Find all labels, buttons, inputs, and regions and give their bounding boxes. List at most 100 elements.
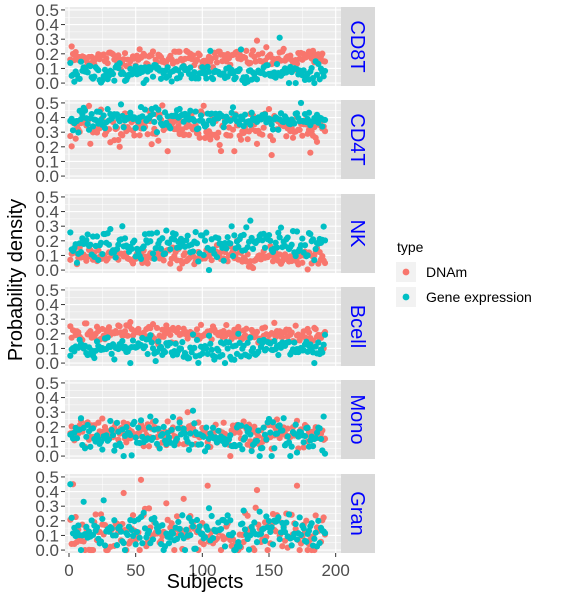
data-point [153, 324, 161, 332]
data-point [128, 452, 135, 459]
data-point [203, 424, 210, 431]
data-point [293, 449, 301, 456]
data-point [239, 446, 246, 453]
data-point [147, 413, 154, 420]
data-point [224, 345, 231, 352]
data-point [228, 223, 235, 230]
y-tick-label: 0.0 [35, 74, 59, 93]
data-point [175, 324, 182, 332]
data-point [141, 343, 149, 350]
data-point [115, 136, 122, 144]
data-point [149, 48, 157, 55]
data-point [241, 526, 249, 533]
data-point [312, 245, 319, 253]
data-point [207, 340, 214, 347]
data-point [265, 105, 273, 113]
data-point [121, 235, 129, 242]
data-point [225, 339, 233, 346]
data-point [213, 134, 221, 141]
data-point [91, 73, 98, 80]
data-point [319, 349, 326, 356]
data-point [77, 415, 85, 422]
data-point [315, 339, 322, 346]
data-point [105, 436, 113, 443]
data-point [292, 520, 299, 528]
data-point [248, 447, 255, 455]
data-point [85, 102, 93, 109]
data-point [205, 266, 213, 274]
data-point [113, 111, 121, 118]
data-point [148, 339, 155, 346]
data-point [81, 107, 89, 114]
data-point [200, 433, 207, 440]
data-point [93, 524, 101, 531]
y-tick-label: 0.0 [35, 354, 59, 373]
data-point [235, 330, 242, 337]
data-point [165, 540, 173, 547]
data-point [227, 452, 234, 460]
data-point [217, 546, 225, 554]
data-point [315, 60, 322, 68]
data-point [159, 235, 166, 242]
y-tick-label: 0.4 [35, 483, 59, 502]
data-point [188, 518, 195, 525]
data-point [213, 254, 221, 261]
data-point [87, 443, 94, 450]
data-point [247, 59, 254, 67]
data-point [185, 131, 193, 138]
data-point [312, 512, 319, 519]
y-tick-label: 0.1 [35, 339, 59, 358]
data-point [200, 252, 207, 259]
y-tick-label: 0.0 [35, 261, 59, 280]
data-point [272, 74, 279, 81]
strip-label: NK [346, 220, 368, 248]
data-point [253, 437, 261, 445]
y-tick-label: 0.1 [35, 526, 59, 545]
data-point [185, 355, 193, 362]
data-point [201, 237, 209, 244]
data-point [272, 528, 279, 535]
data-point [272, 239, 279, 246]
data-point [145, 527, 153, 535]
data-point [107, 417, 114, 425]
data-point [209, 535, 217, 542]
data-point [248, 109, 255, 116]
data-point [265, 517, 273, 525]
y-tick-label: 0.1 [35, 246, 59, 265]
data-point [312, 529, 319, 536]
data-point [113, 419, 121, 426]
data-point [320, 413, 327, 420]
data-point [275, 126, 282, 133]
data-point [223, 321, 230, 329]
data-point [268, 524, 275, 531]
data-point [251, 519, 258, 526]
data-point [136, 46, 143, 53]
data-point [80, 498, 87, 505]
data-point [164, 418, 171, 425]
data-point [259, 131, 266, 138]
data-point [189, 331, 197, 338]
data-point [151, 118, 158, 126]
data-point [149, 321, 157, 328]
data-point [121, 546, 129, 554]
data-point [205, 68, 213, 75]
strip-background [341, 287, 375, 366]
data-point [229, 104, 237, 111]
data-point [67, 256, 74, 263]
data-point [271, 338, 278, 345]
data-point [139, 540, 146, 547]
data-point [95, 419, 102, 426]
data-point [204, 526, 211, 533]
data-point [148, 230, 155, 237]
data-point [87, 241, 94, 248]
data-point [181, 546, 189, 554]
data-point [193, 336, 201, 344]
data-point [215, 427, 222, 434]
y-tick-label: 0.4 [35, 109, 59, 128]
data-point [68, 514, 75, 521]
data-point [299, 132, 306, 139]
data-point [243, 224, 250, 231]
panels-group: 0.00.10.20.30.40.5CD8T0.00.10.20.30.40.5… [35, 1, 375, 560]
data-point [132, 434, 139, 441]
data-point [276, 422, 283, 429]
